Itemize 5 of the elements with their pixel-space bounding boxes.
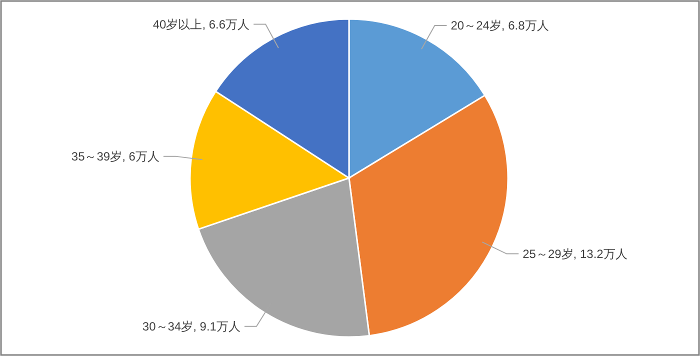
- slice-label: 35～39岁, 6万人: [71, 149, 160, 164]
- slice-label: 40岁以上, 6.6万人: [152, 17, 250, 32]
- slice-label: 25～29岁, 13.2万人: [522, 246, 628, 261]
- slice-label: 30～34岁, 9.1万人: [142, 319, 240, 334]
- slice-label: 20～24岁, 6.8万人: [450, 18, 549, 33]
